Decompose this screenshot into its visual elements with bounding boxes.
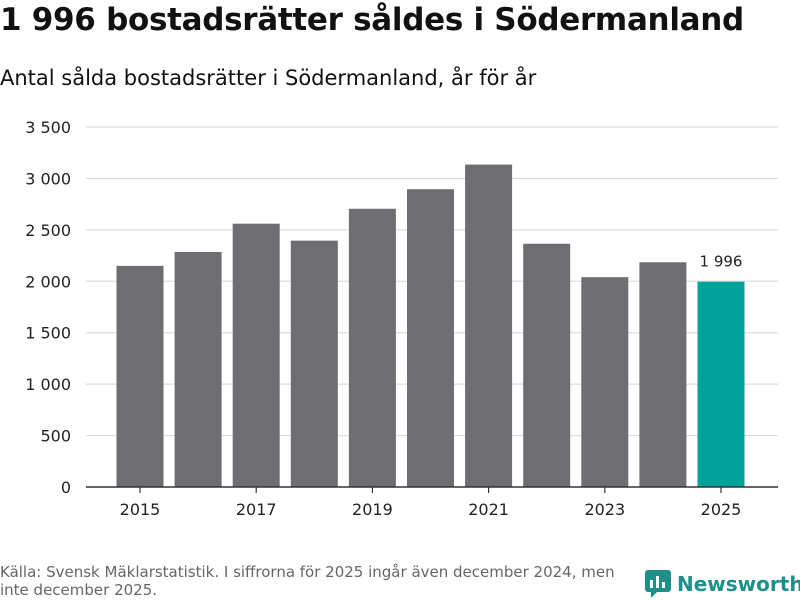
bar-2015 [116, 265, 164, 487]
x-tick-label: 2019 [352, 500, 393, 519]
newsworthy-logo-text: Newsworthy [677, 572, 800, 596]
y-tick-label: 2 000 [25, 272, 71, 291]
bar-2021 [465, 164, 513, 488]
x-tick-label: 2017 [236, 500, 277, 519]
newsworthy-logo-icon [645, 570, 671, 598]
newsworthy-logo: Newsworthy [645, 568, 800, 600]
x-tick-label: 2025 [701, 500, 742, 519]
bar-2019 [348, 208, 396, 487]
x-tick-label: 2015 [120, 500, 161, 519]
bar-2018 [290, 240, 338, 487]
bar-2022 [523, 243, 571, 487]
bar-2023 [581, 277, 629, 487]
y-tick-label: 1 500 [25, 324, 71, 343]
y-tick-label: 2 500 [25, 221, 71, 240]
bar-2016 [174, 251, 222, 487]
source-note: Källa: Svensk Mäklarstatistik. I siffror… [0, 563, 615, 599]
y-tick-label: 3 000 [25, 169, 71, 188]
chart-title: 1 996 bostadsrätter såldes i Södermanlan… [0, 2, 744, 38]
x-tick-label: 2023 [584, 500, 625, 519]
x-tick-label: 2021 [468, 500, 509, 519]
bar-2020 [407, 189, 454, 487]
bar-2017 [232, 223, 280, 487]
y-tick-label: 3 500 [25, 118, 71, 137]
bar-2025 [697, 281, 745, 487]
bar-2024 [639, 262, 687, 487]
y-tick-label: 0 [61, 478, 71, 497]
bar-chart: 0 500 1 000 1 500 2 000 2 500 3 000 3 500 2015 20… [25, 118, 778, 519]
chart-subtitle: Antal sålda bostadsrätter i Södermanland… [0, 66, 537, 90]
y-tick-label: 1 000 [25, 375, 71, 394]
highlight-data-label: 1 996 [700, 253, 743, 271]
y-tick-label: 500 [40, 427, 71, 446]
